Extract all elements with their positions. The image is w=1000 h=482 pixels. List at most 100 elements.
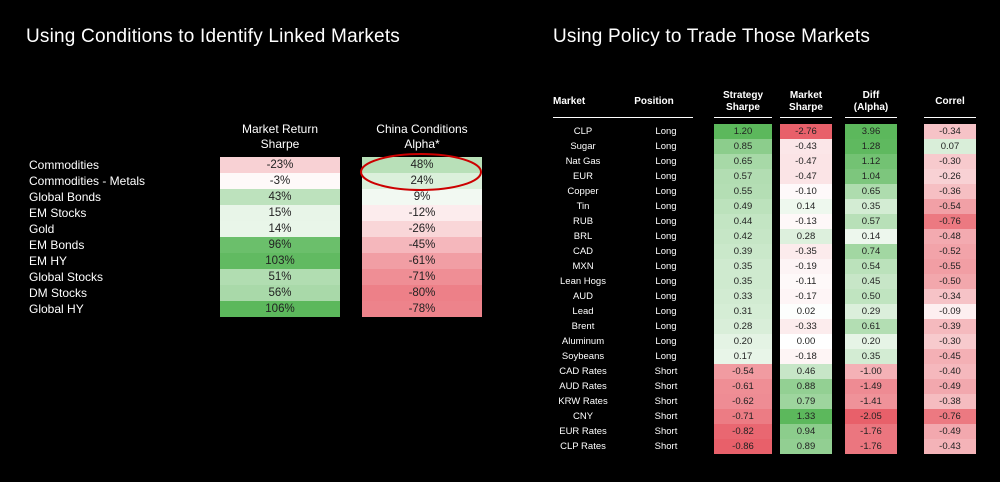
header-line: Diff <box>862 90 880 101</box>
cell-correl: -0.49 <box>924 379 976 394</box>
row-market: MXN <box>572 261 594 272</box>
cell-market-sharpe: -0.17 <box>780 289 832 304</box>
cell-diff-alpha: 1.04 <box>845 169 897 184</box>
row-label: EM Bonds <box>29 238 85 252</box>
header-market-sharpe: Market Sharpe <box>780 90 832 114</box>
cell-strategy-sharpe: 0.85 <box>714 139 772 154</box>
row-position: Long <box>655 306 677 317</box>
cell-market-sharpe: -2.76 <box>780 124 832 139</box>
row-market: Lean Hogs <box>560 276 606 287</box>
cell-market-sharpe: 0.00 <box>780 334 832 349</box>
header-rule <box>845 117 897 118</box>
cell-market-return-sharpe: 103% <box>220 253 340 269</box>
cell-market-sharpe: -0.35 <box>780 244 832 259</box>
cell-strategy-sharpe: 0.35 <box>714 274 772 289</box>
row-position: Long <box>655 216 677 227</box>
row-label: EM HY <box>29 254 68 268</box>
row-position: Long <box>655 246 677 257</box>
cell-diff-alpha: 0.61 <box>845 319 897 334</box>
cell-correl: -0.54 <box>924 199 976 214</box>
cell-strategy-sharpe: 0.31 <box>714 304 772 319</box>
cell-diff-alpha: -1.76 <box>845 439 897 454</box>
header-diff-alpha: Diff (Alpha) <box>845 90 897 114</box>
cell-correl: -0.34 <box>924 124 976 139</box>
header-line: Market <box>789 90 823 101</box>
row-position: Long <box>655 141 677 152</box>
cell-market-sharpe: -0.47 <box>780 154 832 169</box>
row-market: Nat Gas <box>565 156 601 167</box>
cell-market-sharpe: -0.43 <box>780 139 832 154</box>
row-position: Long <box>655 156 677 167</box>
row-position: Long <box>655 261 677 272</box>
cell-diff-alpha: -1.41 <box>845 394 897 409</box>
row-position: Short <box>654 426 678 437</box>
cell-strategy-sharpe: 0.35 <box>714 259 772 274</box>
row-label: Gold <box>29 222 55 236</box>
cell-market-return-sharpe: 15% <box>220 205 340 221</box>
row-market: EUR <box>572 171 594 182</box>
row-market: EUR Rates <box>559 426 607 437</box>
row-position: Long <box>655 291 677 302</box>
row-position: Long <box>655 336 677 347</box>
cell-correl: -0.55 <box>924 259 976 274</box>
header-china-conditions-alpha: China Conditions Alpha* <box>362 122 482 152</box>
row-market: Sugar <box>570 141 596 152</box>
cell-diff-alpha: -1.76 <box>845 424 897 439</box>
cell-market-sharpe: 0.02 <box>780 304 832 319</box>
cell-strategy-sharpe: 1.20 <box>714 124 772 139</box>
cell-market-return-sharpe: 56% <box>220 285 340 301</box>
row-position: Short <box>654 381 678 392</box>
row-position: Long <box>655 126 677 137</box>
cell-correl: -0.34 <box>924 289 976 304</box>
header-line-2: Alpha* <box>404 137 440 151</box>
cell-diff-alpha: -1.00 <box>845 364 897 379</box>
cell-market-return-sharpe: 96% <box>220 237 340 253</box>
header-line: China Conditions <box>376 122 468 136</box>
cell-china-conditions-alpha: 24% <box>362 173 482 189</box>
row-position: Long <box>655 201 677 212</box>
row-market: AUD Rates <box>559 381 607 392</box>
row-market: BRL <box>573 231 593 242</box>
cell-market-sharpe: -0.13 <box>780 214 832 229</box>
row-market: CLP <box>573 126 593 137</box>
cell-market-sharpe: -0.18 <box>780 349 832 364</box>
cell-diff-alpha: 0.35 <box>845 199 897 214</box>
cell-strategy-sharpe: 0.17 <box>714 349 772 364</box>
cell-strategy-sharpe: 0.57 <box>714 169 772 184</box>
cell-correl: -0.36 <box>924 184 976 199</box>
cell-strategy-sharpe: 0.33 <box>714 289 772 304</box>
right-title: Using Policy to Trade Those Markets <box>553 26 871 47</box>
row-label: EM Stocks <box>29 206 87 220</box>
cell-correl: -0.50 <box>924 274 976 289</box>
cell-china-conditions-alpha: -12% <box>362 205 482 221</box>
cell-strategy-sharpe: 0.65 <box>714 154 772 169</box>
cell-diff-alpha: 0.65 <box>845 184 897 199</box>
cell-correl: -0.43 <box>924 439 976 454</box>
cell-market-sharpe: -0.19 <box>780 259 832 274</box>
cell-correl: -0.76 <box>924 214 976 229</box>
cell-diff-alpha: 0.45 <box>845 274 897 289</box>
cell-diff-alpha: -2.05 <box>845 409 897 424</box>
row-position: Short <box>654 441 678 452</box>
cell-market-sharpe: 0.88 <box>780 379 832 394</box>
cell-china-conditions-alpha: 9% <box>362 189 482 205</box>
cell-correl: -0.76 <box>924 409 976 424</box>
cell-strategy-sharpe: -0.62 <box>714 394 772 409</box>
header-rule <box>924 117 976 118</box>
row-market: CAD <box>572 246 594 257</box>
cell-strategy-sharpe: -0.54 <box>714 364 772 379</box>
cell-strategy-sharpe: -0.71 <box>714 409 772 424</box>
cell-correl: -0.45 <box>924 349 976 364</box>
header-line: Sharpe <box>726 102 760 113</box>
cell-strategy-sharpe: 0.55 <box>714 184 772 199</box>
cell-diff-alpha: 0.14 <box>845 229 897 244</box>
cell-correl: -0.52 <box>924 244 976 259</box>
cell-diff-alpha: 0.20 <box>845 334 897 349</box>
cell-correl: -0.30 <box>924 334 976 349</box>
cell-market-sharpe: 0.94 <box>780 424 832 439</box>
cell-china-conditions-alpha: -71% <box>362 269 482 285</box>
cell-strategy-sharpe: 0.49 <box>714 199 772 214</box>
cell-diff-alpha: 1.12 <box>845 154 897 169</box>
cell-market-sharpe: 1.33 <box>780 409 832 424</box>
